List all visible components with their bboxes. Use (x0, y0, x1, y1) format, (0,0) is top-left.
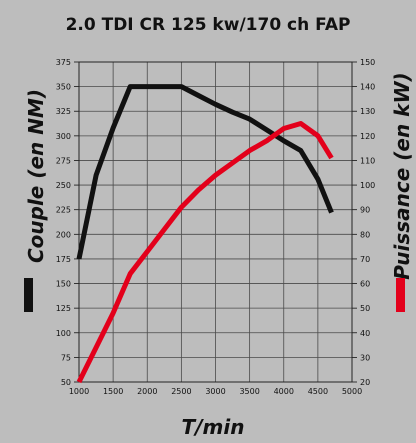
x-axis-label: T/min (182, 415, 245, 439)
y-right-tick-label: 70 (360, 255, 370, 264)
x-tick-label: 2000 (137, 387, 157, 396)
y-right-tick-label: 120 (360, 132, 375, 141)
y-right-tick-label: 30 (360, 353, 370, 362)
y-right-tick-label: 110 (360, 156, 375, 165)
y-right-tick-label: 140 (360, 83, 375, 92)
y-left-tick-label: 275 (56, 156, 71, 165)
torque-curve (76, 84, 334, 260)
y-left-tick-label: 100 (56, 329, 71, 338)
x-tick-label: 2500 (171, 387, 191, 396)
y-left-tick-label: 75 (61, 353, 71, 362)
y-left-tick-label: 200 (56, 230, 71, 239)
plot-grid (74, 61, 357, 383)
y-right-tick-label: 40 (360, 329, 370, 338)
tick-labels: 1000 1500 2000 2500 3000 3500 4000 4500 5000 50 20… (56, 58, 376, 396)
right-axis-label: Puissance (en kW) (390, 72, 414, 279)
y-right-tick-label: 80 (360, 230, 370, 239)
y-right-tick-label: 130 (360, 107, 375, 116)
y-left-tick-label: 150 (56, 280, 71, 289)
y-left-tick-label: 225 (56, 206, 71, 215)
x-tick-label: 1500 (103, 387, 123, 396)
y-left-tick-label: 300 (56, 132, 71, 141)
y-right-tick-label: 100 (360, 181, 375, 190)
x-tick-label: 5000 (342, 387, 362, 396)
left-axis-label: Couple (en NM) (24, 89, 48, 263)
y-left-tick-label: 250 (56, 181, 71, 190)
y-left-tick-label: 350 (56, 83, 71, 92)
y-right-tick-label: 150 (360, 58, 375, 67)
left-axis-legend-swatch (24, 278, 33, 312)
y-left-tick-label: 125 (56, 304, 71, 313)
y-right-tick-label: 90 (360, 206, 370, 215)
right-axis-legend-swatch (396, 278, 405, 312)
series-lines (76, 84, 334, 384)
y-left-tick-label: 375 (56, 58, 71, 67)
x-tick-label: 1000 (69, 387, 89, 396)
x-tick-label: 3000 (205, 387, 225, 396)
plot-frame (78, 61, 353, 383)
power-curve (76, 121, 334, 384)
y-left-tick-label: 325 (56, 107, 71, 116)
y-right-tick-label: 20 (360, 378, 370, 387)
y-left-tick-label: 175 (56, 255, 71, 264)
x-tick-label: 3500 (239, 387, 259, 396)
y-right-tick-label: 50 (360, 304, 370, 313)
x-tick-label: 4000 (274, 387, 294, 396)
x-tick-label: 4500 (308, 387, 328, 396)
y-right-tick-label: 60 (360, 280, 370, 289)
chart-title: 2.0 TDI CR 125 kw/170 ch FAP (66, 15, 351, 35)
y-left-tick-label: 50 (61, 378, 71, 387)
